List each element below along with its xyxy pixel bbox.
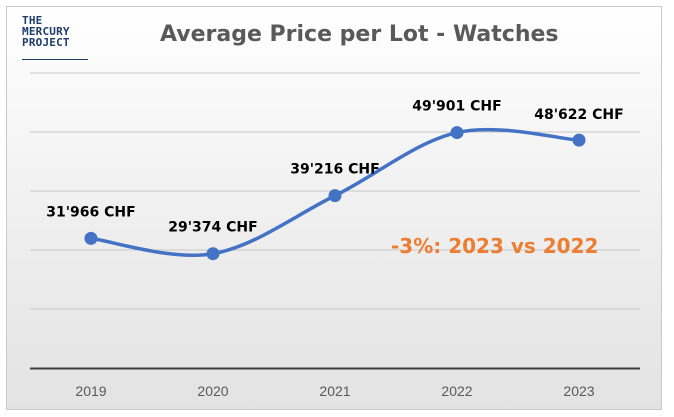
data-label: 49'901 CHF <box>412 99 501 115</box>
x-tick-label: 2023 <box>563 383 594 399</box>
data-point <box>206 247 220 261</box>
data-label: 31'966 CHF <box>46 204 135 220</box>
data-label: 39'216 CHF <box>290 162 379 178</box>
x-tick-label: 2022 <box>441 383 472 399</box>
data-labels: 31'966 CHF 29'374 CHF 39'216 CHF 49'901 CHF… <box>46 99 623 236</box>
data-point <box>450 126 464 140</box>
x-tick-label: 2019 <box>75 383 106 399</box>
data-point <box>328 189 342 203</box>
x-tick-label: 2021 <box>319 383 350 399</box>
change-annotation: -3%: 2023 vs 2022 <box>391 234 599 258</box>
data-label: 29'374 CHF <box>168 220 257 236</box>
data-point <box>572 133 586 147</box>
logo-line-1: THE <box>22 14 43 27</box>
logo-underline <box>22 59 88 60</box>
logo-line-3: PROJECT <box>22 36 70 49</box>
x-tick-labels: 2019 2020 2021 2022 2023 <box>75 383 594 399</box>
data-points <box>84 126 586 261</box>
chart-title: Average Price per Lot - Watches <box>160 22 559 47</box>
x-tick-label: 2020 <box>197 383 228 399</box>
logo-line-2: MERCURY <box>22 25 70 38</box>
mercury-project-logo: THE MERCURY PROJECT <box>22 15 70 48</box>
data-label: 48'622 CHF <box>534 107 623 123</box>
data-point <box>84 231 98 245</box>
